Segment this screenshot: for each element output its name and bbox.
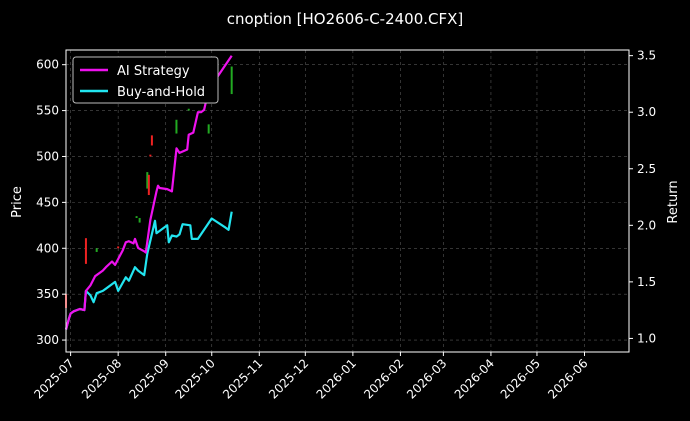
price-candle xyxy=(84,238,87,264)
price-candle xyxy=(117,246,120,249)
y-axis-right: 1.0 1.5 2.0 2.5 3.0 3.5 xyxy=(629,49,656,345)
price-candle xyxy=(138,217,141,223)
y-axis-left: 300 350 400 450 500 550 600 xyxy=(36,58,66,347)
price-candle xyxy=(146,172,149,189)
price-candle xyxy=(95,248,98,252)
y-axis-left-label: Price xyxy=(10,186,25,218)
y-left-tick-label: 450 xyxy=(36,195,59,209)
y-left-tick-label: 400 xyxy=(36,241,59,255)
legend-ai-label: AI Strategy xyxy=(117,64,190,79)
y-right-tick-label: 1.5 xyxy=(637,275,656,289)
price-candle xyxy=(135,216,138,218)
price-candle xyxy=(147,174,150,196)
y-right-tick-label: 2.0 xyxy=(637,218,656,232)
y-right-tick-label: 1.0 xyxy=(637,331,656,345)
grid xyxy=(66,50,629,352)
y-left-tick-label: 300 xyxy=(36,333,59,347)
series-line-ai-strategy xyxy=(64,55,233,330)
y-left-tick-label: 600 xyxy=(36,58,59,72)
price-candle xyxy=(207,124,210,134)
price-candle xyxy=(187,108,190,111)
legend-bh-label: Buy-and-Hold xyxy=(117,85,205,100)
legend-box xyxy=(72,56,219,104)
y-left-tick-label: 500 xyxy=(36,149,59,163)
y-right-tick-label: 2.5 xyxy=(637,162,656,176)
price-candle xyxy=(150,135,153,146)
plot-frame xyxy=(65,49,630,353)
price-candle xyxy=(230,66,233,95)
price-candle xyxy=(175,119,178,134)
y-left-tick-label: 550 xyxy=(36,104,59,118)
y-left-tick-label: 350 xyxy=(36,287,59,301)
price-candle xyxy=(149,154,152,157)
y-right-tick-label: 3.5 xyxy=(637,49,656,63)
return-lines xyxy=(64,55,233,330)
chart-title: cnoption [HO2606-C-2400.CFX] xyxy=(227,10,464,28)
y-right-tick-label: 3.0 xyxy=(637,105,656,119)
legend: AI Strategy Buy-and-Hold xyxy=(72,56,219,104)
y-axis-right-label: Return xyxy=(666,180,681,223)
